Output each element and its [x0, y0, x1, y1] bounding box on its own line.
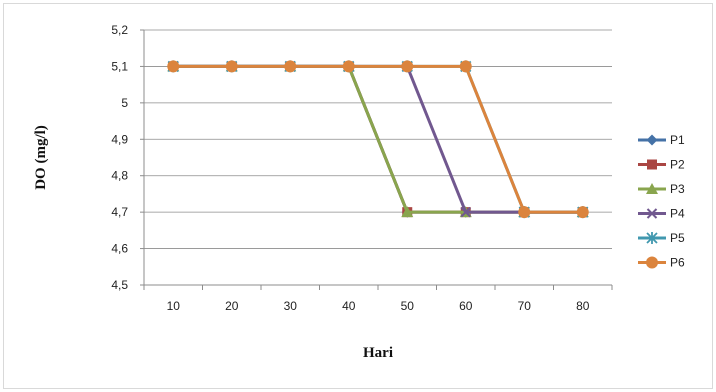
point-p6 — [518, 206, 531, 219]
y-tick-label: 4,5 — [111, 278, 128, 292]
y-tick-label: 4,6 — [111, 242, 128, 256]
legend-label-p3: P3 — [670, 182, 685, 196]
legend-label-p1: P1 — [670, 133, 685, 147]
y-tick-label: 4,7 — [111, 205, 128, 219]
legend-label-p5: P5 — [670, 231, 685, 245]
legend-item-p3: P3 — [638, 182, 685, 196]
legend-marker-p4 — [646, 208, 658, 219]
series-line-p6 — [173, 64, 583, 214]
x-axis-title: Hari — [363, 345, 393, 361]
legend-item-p6: P6 — [638, 256, 685, 270]
y-tick-label: 5,2 — [111, 23, 128, 37]
legend-label-p6: P6 — [670, 256, 685, 270]
y-tick-label: 5,1 — [111, 59, 128, 73]
legend-marker-p3 — [646, 183, 658, 194]
point-p6 — [342, 60, 355, 73]
point-p6 — [459, 60, 472, 73]
legend-item-p2: P2 — [638, 158, 685, 172]
legend-marker-p6 — [646, 256, 658, 269]
x-tick-label: 50 — [401, 299, 415, 313]
point-p3 — [401, 206, 414, 218]
y-tick-label: 4,8 — [111, 169, 128, 183]
legend-label-p2: P2 — [670, 158, 685, 172]
legend-label-p4: P4 — [670, 207, 685, 221]
legend-marker-p5 — [646, 232, 658, 244]
x-tick-label: 40 — [342, 299, 356, 313]
legend-item-p1: P1 — [638, 133, 685, 147]
y-tick-label: 5 — [121, 96, 128, 110]
point-p6 — [167, 60, 180, 73]
legend-item-p5: P5 — [638, 231, 685, 245]
point-p6 — [576, 206, 589, 219]
legend-marker-p2 — [647, 159, 657, 170]
legend: P1 P2 P3 P4 P5 P6 — [638, 133, 685, 270]
x-tick-label: 10 — [167, 299, 181, 313]
x-tick-label: 30 — [284, 299, 298, 313]
y-axis-title: DO (mg/l) — [33, 125, 49, 190]
point-p6 — [225, 60, 238, 73]
y-tick-label: 4,9 — [111, 132, 128, 146]
x-tick-label: 80 — [576, 299, 590, 313]
series — [167, 60, 589, 219]
x-tick-label: 70 — [518, 299, 532, 313]
legend-item-p4: P4 — [638, 207, 685, 221]
axes: 4,5 4,6 4,7 4,8 4,9 5 5,1 5,2 10 20 30 40 50 60 70 80 — [111, 23, 613, 313]
chart-frame — [3, 3, 713, 389]
x-tick-label: 60 — [459, 299, 473, 313]
point-p6 — [284, 60, 297, 73]
x-tick-label: 20 — [225, 299, 239, 313]
series-p6 — [167, 60, 589, 219]
point-p4 — [460, 206, 471, 218]
legend-marker-p1 — [646, 134, 658, 146]
point-p6 — [401, 60, 414, 73]
